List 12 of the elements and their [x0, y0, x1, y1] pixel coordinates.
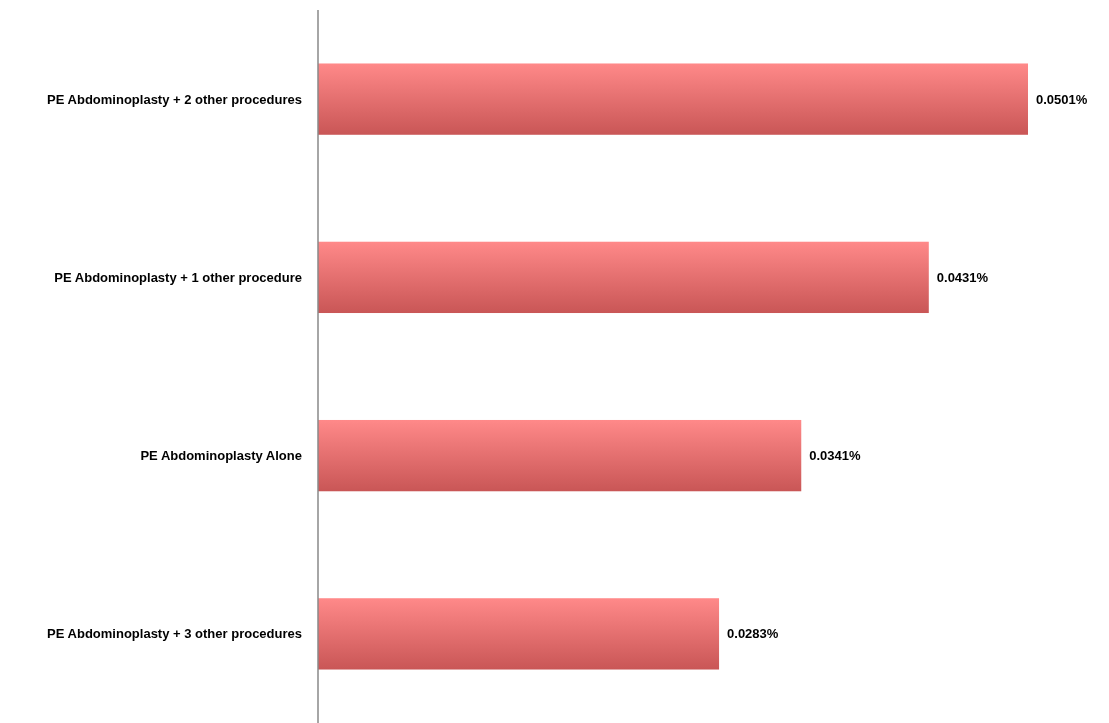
y-tick-label: PE Abdominoplasty + 1 other procedure [54, 269, 302, 285]
bar [318, 598, 720, 670]
data-label: 0.0501% [1036, 91, 1088, 107]
data-label: 0.0283% [727, 626, 779, 642]
data-label: 0.0341% [809, 448, 862, 464]
bar [318, 241, 929, 314]
y-tick-label: PE Abdominoplasty + 2 other procedures [47, 91, 302, 107]
y-tick-label: PE Abdominoplasty Alone [140, 448, 302, 464]
bar [318, 63, 1028, 135]
bar [318, 419, 802, 492]
y-tick-label: PE Abdominoplasty + 3 other procedures [47, 626, 302, 642]
data-label: 0.0431% [936, 269, 989, 285]
